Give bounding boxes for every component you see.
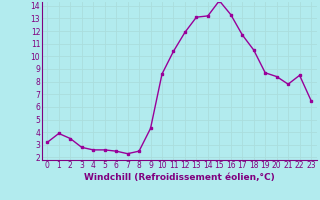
X-axis label: Windchill (Refroidissement éolien,°C): Windchill (Refroidissement éolien,°C) xyxy=(84,173,275,182)
